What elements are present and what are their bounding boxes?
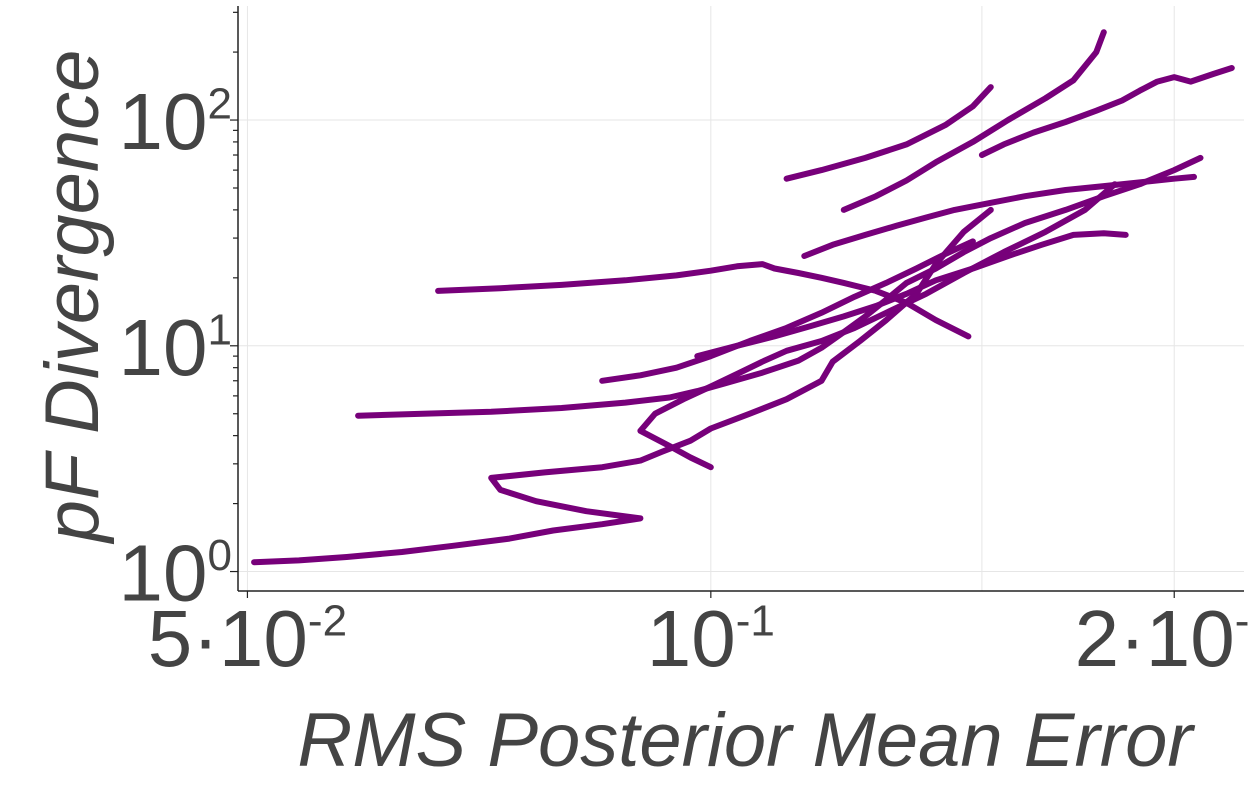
series-group [251,29,1235,566]
y-tick-labels: 100 101 102 [119,77,232,618]
series-line-9 [801,173,1197,259]
series-line-8 [694,230,1129,360]
y-axis-label: pF Divergence [30,50,115,545]
y-minor-ticks [230,11,1175,598]
x-tick-label-0: 5·10-2 [148,594,347,683]
series-line-6 [783,84,994,182]
series-line-3 [637,181,1118,471]
x-tick-label-1: 10-1 [647,594,775,683]
x-tick-labels: 5·10-2 10-1 2·10-1 [148,594,1250,683]
x-axis-label: RMS Posterior Mean Error [297,698,1195,783]
axes [237,6,1244,592]
y-tick-label-2: 102 [119,77,232,166]
x-tick-label-2: 2·10-1 [1075,594,1250,683]
y-tick-label-0: 100 [119,529,232,618]
series-line-5 [840,29,1107,213]
grid [238,6,1244,591]
series-line-4 [978,65,1235,158]
series-line-1 [355,154,1204,419]
series-line-0 [251,206,994,566]
series-line-7 [599,238,976,384]
y-tick-label-1: 101 [119,303,232,392]
